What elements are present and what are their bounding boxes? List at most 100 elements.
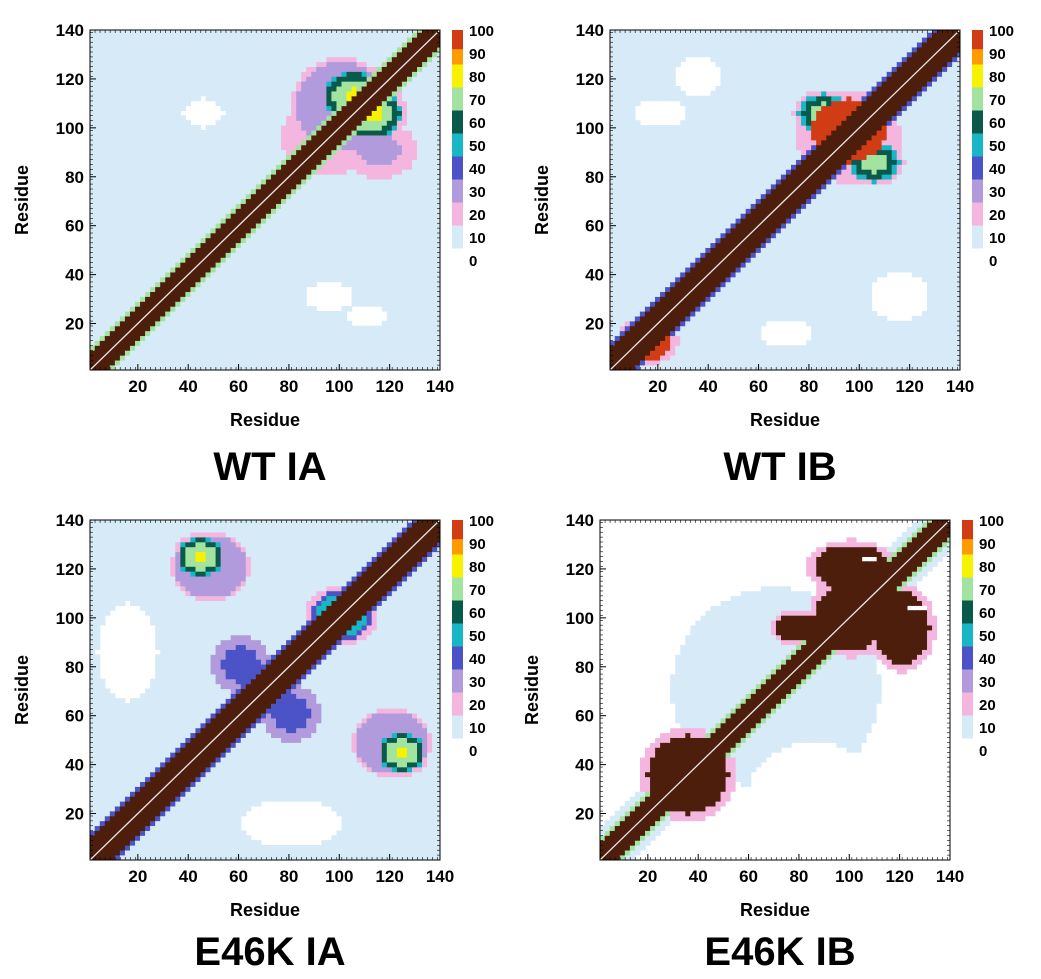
heatmap-cell [190, 198, 197, 204]
heatmap-cell [114, 46, 121, 53]
heatmap-cell [422, 232, 428, 239]
heatmap-cell [610, 252, 616, 258]
heatmap-cell [185, 208, 192, 214]
colorbar-swatch [452, 99, 463, 104]
heatmap-cell [145, 51, 151, 58]
heatmap-cell [129, 345, 136, 351]
heatmap-cell [94, 266, 101, 273]
heatmap-cell [240, 247, 247, 253]
heatmap-cell [165, 203, 171, 209]
heatmap-cell [155, 198, 161, 204]
heatmap-cell [240, 213, 247, 219]
heatmap-cell [336, 222, 343, 229]
heatmap-cell [311, 139, 317, 146]
heatmap-cell [396, 193, 403, 200]
heatmap-cell [346, 340, 353, 346]
heatmap-cell [215, 139, 222, 146]
heatmap-cell [165, 286, 171, 293]
heatmap-cell [129, 222, 136, 229]
heatmap-cell [437, 144, 440, 151]
heatmap-cell [94, 129, 101, 136]
heatmap-cell [281, 154, 287, 160]
heatmap-cell [220, 169, 227, 175]
heatmap-cell [366, 301, 373, 307]
colorbar-swatch [452, 164, 463, 169]
heatmap-cell [286, 286, 292, 293]
heatmap-cell [286, 183, 292, 190]
heatmap-cell [170, 66, 176, 72]
heatmap-cell [356, 41, 363, 48]
heatmap-cell [160, 183, 166, 190]
heatmap-cell [94, 134, 101, 141]
heatmap-cell [437, 350, 440, 356]
heatmap-cell [175, 61, 181, 67]
heatmap-cell [250, 71, 257, 77]
heatmap-cell [321, 310, 327, 317]
heatmap-cell [432, 100, 438, 107]
heatmap-cell [190, 32, 197, 38]
heatmap-cell [90, 350, 96, 356]
heatmap-cell [427, 56, 433, 63]
heatmap-cell [129, 203, 136, 209]
heatmap-cell [326, 100, 333, 107]
heatmap-cell [155, 90, 161, 97]
heatmap-cell [270, 164, 277, 170]
heatmap-cell [341, 61, 348, 67]
heatmap-cell [129, 164, 136, 170]
heatmap-cell [341, 56, 348, 63]
heatmap-cell [135, 257, 141, 263]
heatmap-cell [276, 335, 282, 341]
heatmap-cell [124, 90, 131, 97]
heatmap-cell [155, 242, 161, 248]
heatmap-cell [109, 335, 116, 341]
heatmap-cell [406, 247, 413, 253]
heatmap-cell [129, 310, 136, 317]
heatmap-cell [90, 32, 96, 38]
heatmap-cell [140, 213, 146, 219]
heatmap-cell [391, 41, 398, 48]
heatmap-cell [245, 330, 252, 337]
heatmap-cell [240, 115, 247, 121]
heatmap-cell [265, 286, 272, 293]
heatmap-cell [104, 32, 111, 38]
heatmap-cell [175, 144, 181, 151]
heatmap-cell [175, 242, 181, 248]
heatmap-cell [270, 227, 277, 234]
heatmap-cell [331, 164, 338, 170]
heatmap-cell [170, 174, 176, 180]
heatmap-cell [321, 105, 327, 112]
heatmap-cell [245, 66, 252, 72]
heatmap-cell [437, 120, 440, 126]
heatmap-cell [180, 32, 186, 38]
heatmap-cell [94, 61, 101, 67]
heatmap-cell [417, 257, 423, 263]
heatmap-cell [437, 291, 440, 297]
heatmap-cell [422, 56, 428, 63]
heatmap-cell [401, 301, 408, 307]
heatmap-cell [215, 315, 222, 322]
heatmap-cell [245, 115, 252, 121]
heatmap-cell [175, 330, 181, 337]
heatmap-cell [381, 247, 388, 253]
heatmap-cell [610, 345, 616, 351]
heatmap-cell [321, 359, 327, 366]
heatmap-cell [140, 208, 146, 214]
heatmap-cell [270, 222, 277, 229]
heatmap-cell [291, 257, 297, 263]
heatmap-cell [401, 183, 408, 190]
heatmap-cell [371, 203, 378, 209]
heatmap-cell [160, 345, 166, 351]
heatmap-cell [170, 340, 176, 346]
heatmap-cell [286, 51, 292, 58]
heatmap-cell [306, 315, 312, 322]
heatmap-cell [230, 183, 237, 190]
heatmap-cell [316, 95, 322, 102]
heatmap-cell [94, 237, 101, 244]
heatmap-cell [90, 56, 96, 63]
heatmap-cell [427, 359, 433, 366]
heatmap-cell [195, 306, 202, 312]
colorbar-swatch [452, 122, 463, 127]
heatmap-cell [366, 364, 373, 370]
heatmap-cell [245, 262, 252, 268]
heatmap-cell [301, 30, 307, 33]
